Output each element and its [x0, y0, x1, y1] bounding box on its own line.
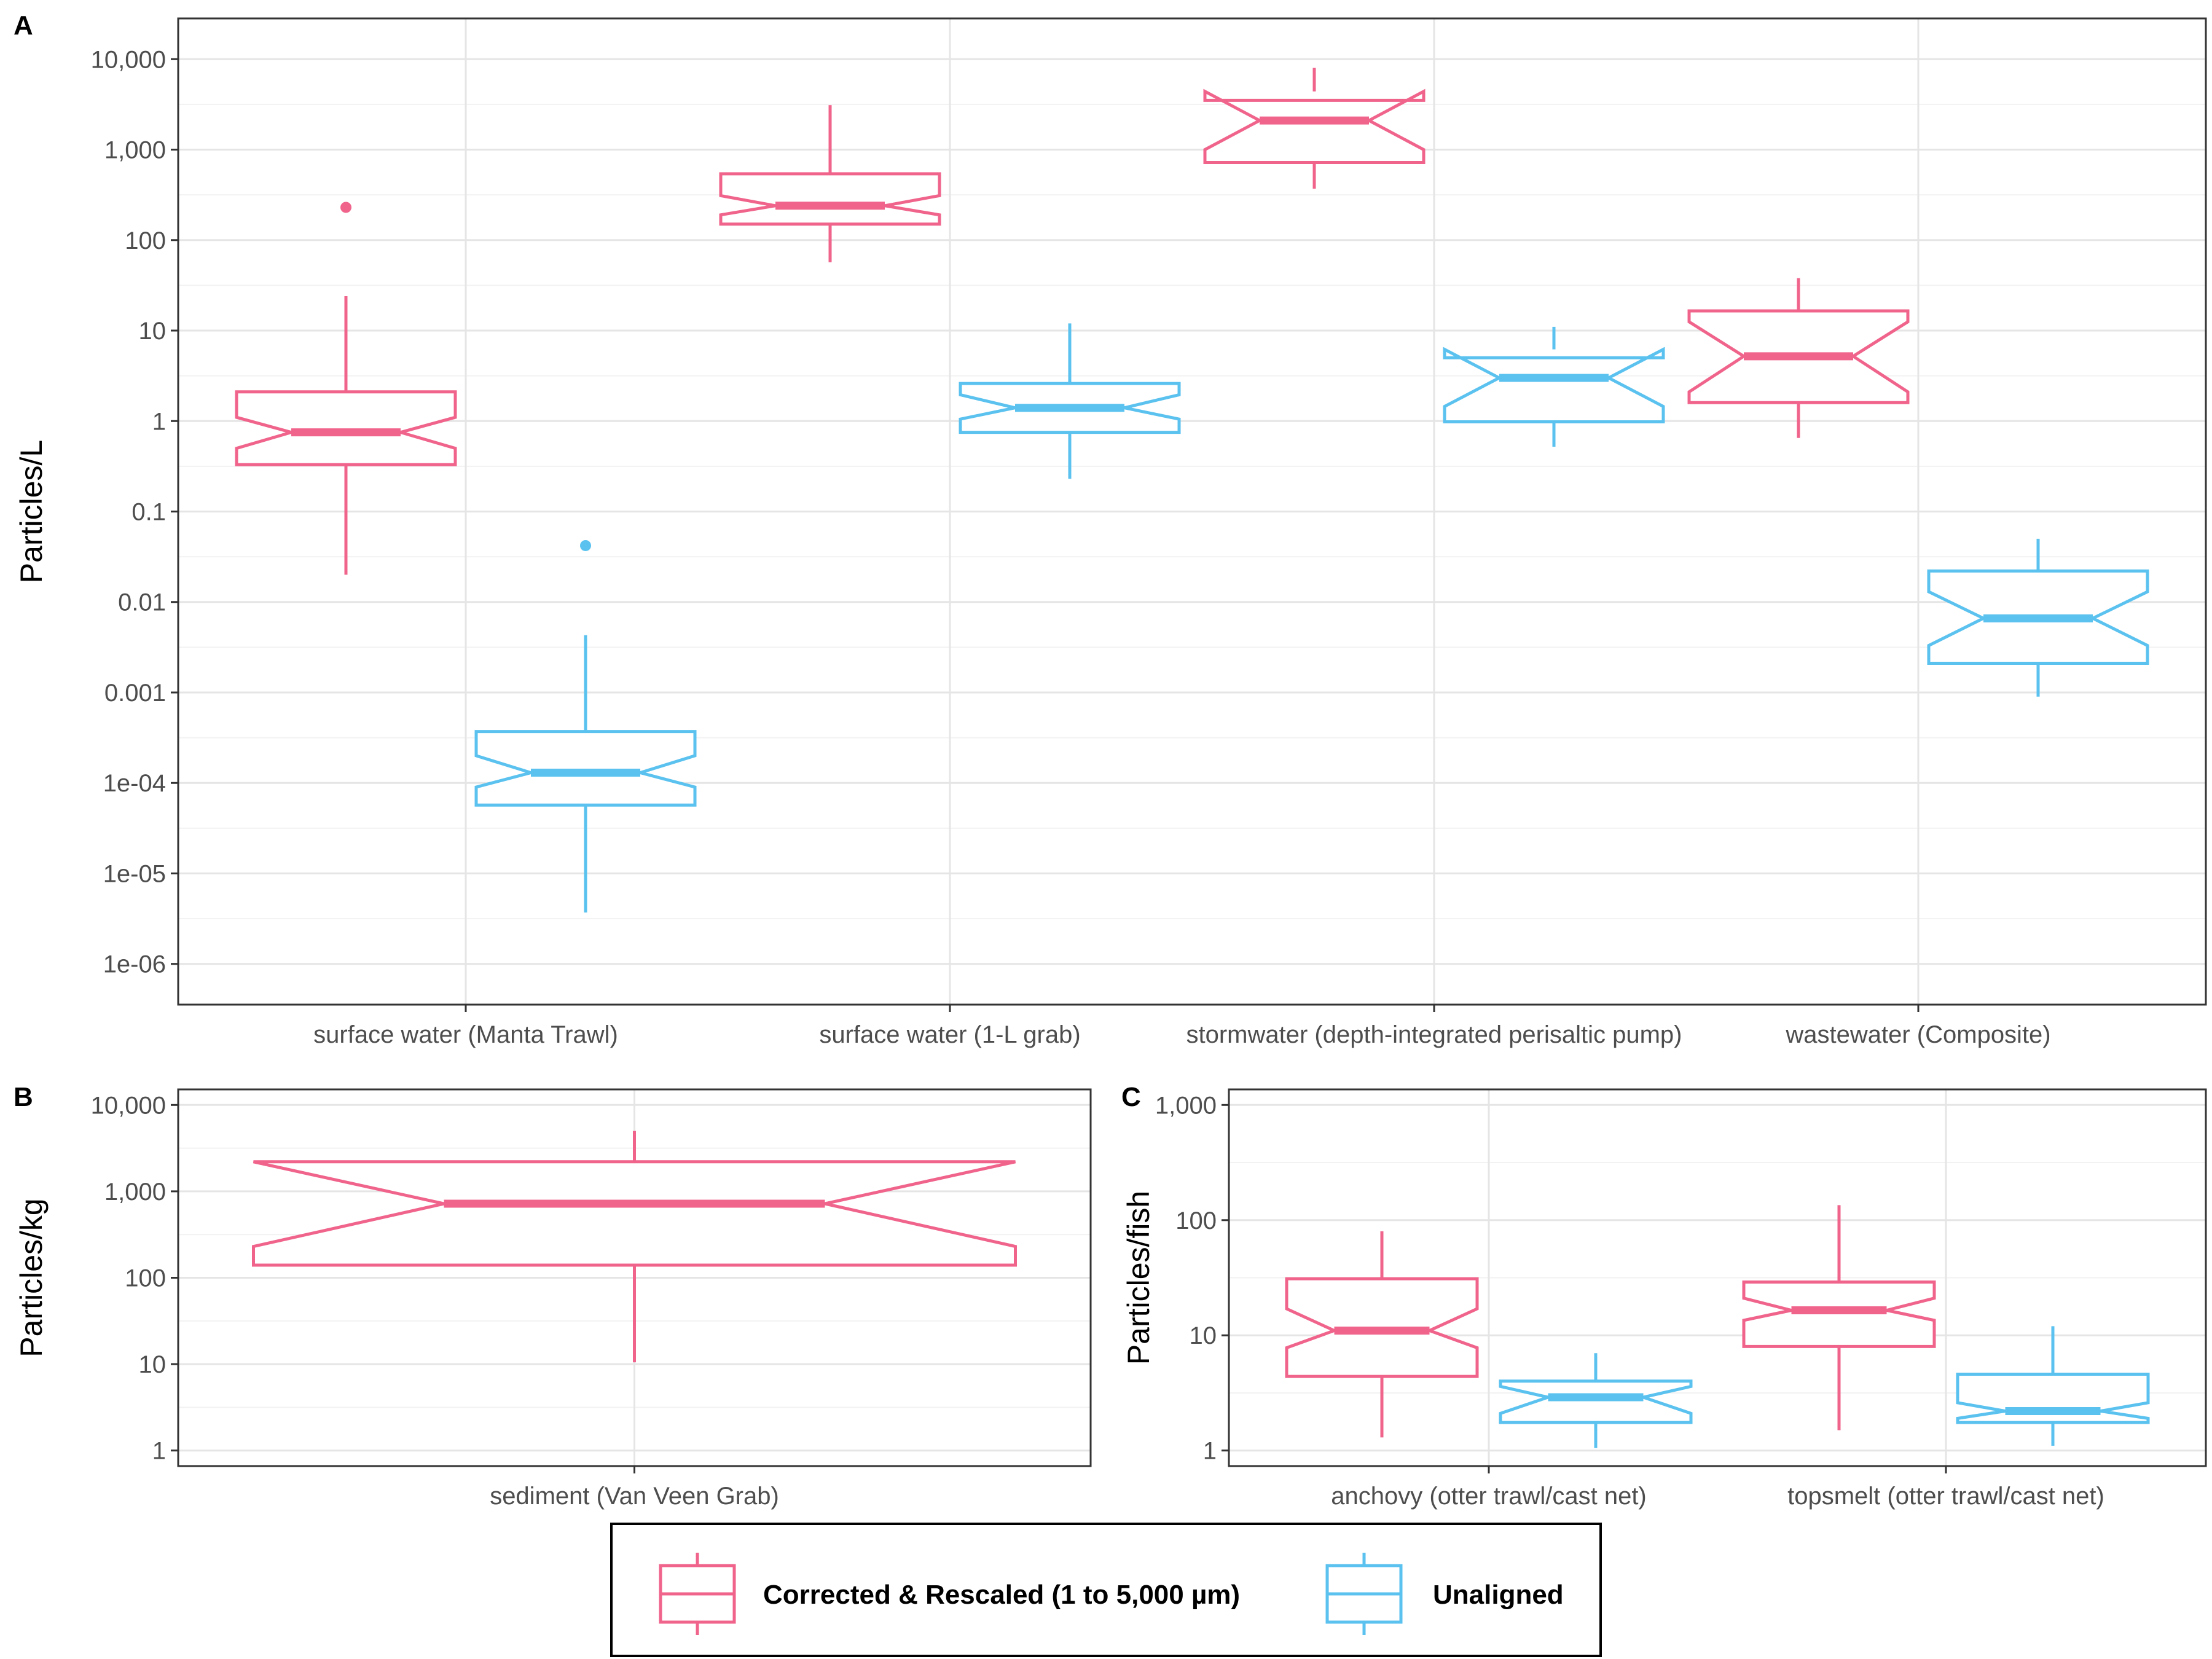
y-tick-label: 100 [125, 227, 166, 254]
box-surface-water-manta-trawl-corrected [235, 202, 457, 575]
box-surface-water-1-l-grab-unaligned [959, 323, 1181, 479]
outlier-point [340, 202, 351, 213]
notched-box [1499, 1379, 1693, 1424]
box-wastewater-composite-corrected [1687, 278, 1910, 438]
y-tick-label: 10 [1190, 1322, 1217, 1349]
legend-key-unaligned [1325, 1553, 1403, 1635]
x-tick-label-surface-water-1-l-grab: surface water (1-L grab) [819, 1021, 1080, 1048]
x-tick-label-topsmelt-otter-trawl-cast-net: topsmelt (otter trawl/cast net) [1787, 1483, 2104, 1510]
y-tick-label: 10,000 [91, 46, 166, 73]
y-axis-title: Particles/L [14, 440, 49, 583]
box-surface-water-manta-trawl-unaligned [474, 539, 697, 913]
legend-frame [610, 1523, 1602, 1657]
y-tick-label: 100 [125, 1265, 166, 1292]
panel-border [177, 1088, 1092, 1467]
box-wastewater-composite-unaligned [1927, 538, 2149, 697]
panel-border [1228, 1088, 2207, 1467]
y-tick-label: 0.01 [118, 589, 166, 616]
y-tick-label: 1e-05 [103, 860, 166, 887]
box-topsmelt-otter-trawl-cast-net-unaligned [1956, 1326, 2150, 1446]
notched-box [1443, 347, 1665, 423]
x-tick-label-wastewater-composite: wastewater (Composite) [1785, 1021, 2050, 1048]
notched-box [1203, 88, 1426, 164]
box-anchovy-otter-trawl-cast-net-corrected [1285, 1231, 1479, 1438]
notched-box [719, 172, 941, 226]
notched-box [235, 390, 457, 466]
box-stormwater-depth-integrated-perisaltic-pump-unaligned [1443, 326, 1665, 447]
y-tick-label: 1,000 [104, 137, 166, 164]
x-tick-label-surface-water-manta-trawl: surface water (Manta Trawl) [313, 1021, 618, 1048]
y-tick-label: 1 [152, 408, 166, 435]
y-tick-label: 10 [139, 1351, 167, 1378]
x-tick-label-stormwater-depth-integrated-perisaltic-pump: stormwater (depth-integrated perisaltic … [1186, 1021, 1682, 1048]
outlier-point [580, 539, 591, 551]
y-tick-label: 1,000 [104, 1179, 166, 1206]
x-tick-label-sediment-van-veen-grab: sediment (Van Veen Grab) [490, 1483, 779, 1510]
panel-border [177, 17, 2207, 1006]
y-axis-title: Particles/kg [14, 1198, 49, 1357]
panel-b-letter: B [14, 1082, 33, 1112]
y-tick-label: 100 [1175, 1207, 1217, 1234]
panel-a: 1e-06 1e-05 1e-04 0.001 0.01 0.1 1 10 100 1,000 10… [14, 17, 2207, 1048]
y-tick-label: 10,000 [91, 1092, 166, 1119]
notched-box [252, 1160, 1017, 1267]
box-sediment-van-veen-grab-corrected [252, 1131, 1017, 1363]
legend-label-corrected: Corrected & Rescaled (1 to 5,000 µm) [763, 1580, 1240, 1610]
y-tick-label: 0.001 [104, 680, 166, 707]
y-tick-label: 1 [152, 1438, 166, 1465]
y-axis-title: Particles/fish [1121, 1191, 1156, 1365]
box-anchovy-otter-trawl-cast-net-unaligned [1499, 1353, 1693, 1448]
y-tick-label: 10 [139, 318, 167, 345]
panel-b: 1 10 100 1,000 10,000 sediment (Van Veen Grab… [14, 1088, 1092, 1510]
panel-c: 1 10 100 1,000 anchovy (otter trawl/cast net… [1121, 1088, 2207, 1510]
y-tick-label: 1,000 [1155, 1092, 1217, 1119]
notched-box [1956, 1373, 2150, 1424]
y-tick-label: 1e-06 [103, 951, 166, 978]
panel-c-letter: C [1121, 1082, 1141, 1112]
box-stormwater-depth-integrated-perisaltic-pump-corrected [1203, 68, 1426, 189]
legend: Corrected & Rescaled (1 to 5,000 µm) Una… [610, 1523, 1602, 1657]
y-tick-label: 1e-04 [103, 770, 166, 797]
box-surface-water-1-l-grab-corrected [719, 105, 941, 262]
panel-a-letter: A [14, 10, 33, 41]
y-tick-label: 0.1 [131, 499, 166, 526]
box-topsmelt-otter-trawl-cast-net-corrected [1742, 1205, 1936, 1430]
notched-box [474, 730, 697, 807]
legend-key-corrected [659, 1553, 736, 1635]
x-tick-label-anchovy-otter-trawl-cast-net: anchovy (otter trawl/cast net) [1331, 1483, 1647, 1510]
legend-label-unaligned: Unaligned [1433, 1580, 1564, 1610]
y-tick-label: 1 [1203, 1438, 1217, 1465]
